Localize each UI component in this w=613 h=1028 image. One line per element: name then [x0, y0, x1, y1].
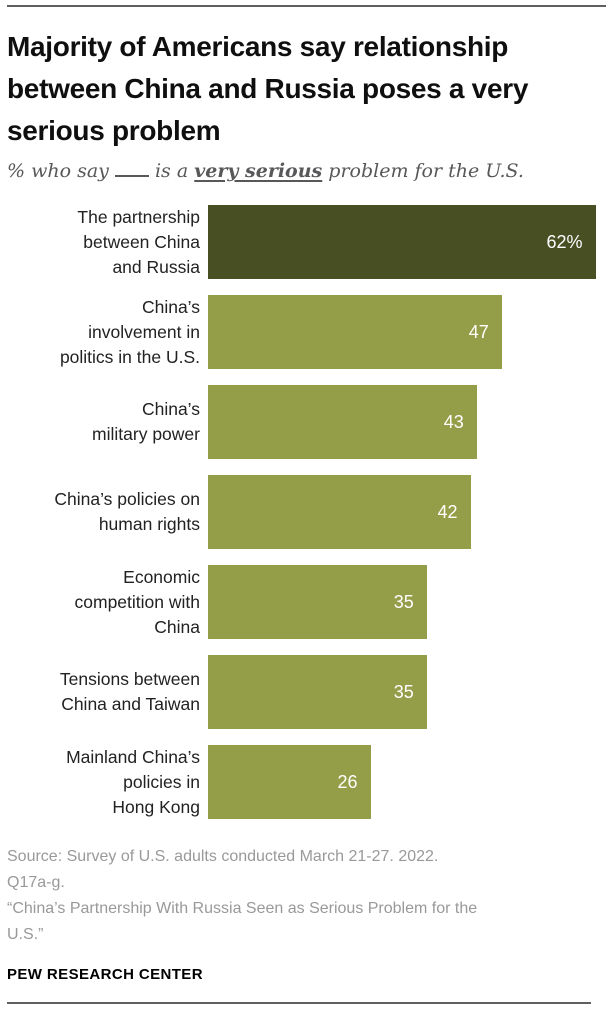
bar: 26 — [208, 745, 371, 819]
category-label: China’s involvement in politics in the U.S… — [7, 295, 200, 369]
source-note: “China’s Partnership With Russia Seen as… — [7, 900, 478, 917]
chart-footer: Source: Survey of U.S. adults conducted … — [7, 844, 606, 983]
category-label-line: involvement in — [88, 321, 200, 342]
source-note: Q17a-g. — [7, 874, 65, 891]
bottom-divider — [7, 1002, 591, 1004]
bar-track: 42 — [208, 475, 606, 549]
category-label-line: and Russia — [112, 256, 200, 277]
bar-value-label: 26 — [337, 771, 358, 792]
category-label-line: Tensions between — [59, 669, 200, 689]
category-label: Tensions between China and Taiwan — [7, 655, 200, 729]
category-label-line: competition with — [74, 591, 200, 612]
bar: 35 — [208, 655, 427, 729]
bar-value-label: 35 — [393, 591, 414, 612]
chart-row: Mainland China’s policies in Hong Kong 26 — [7, 745, 606, 819]
category-label-line: military power — [92, 424, 200, 444]
bar-track: 35 — [208, 565, 606, 639]
bar: 42 — [208, 475, 471, 549]
bar: 62% — [208, 205, 596, 279]
source-note: Source: Survey of U.S. adults conducted … — [7, 848, 439, 865]
bar-value-label: 42 — [437, 501, 458, 522]
chart-row: China’s involvement in politics in the U.S… — [7, 295, 606, 369]
category-label-line: China’s — [141, 296, 200, 317]
chart-row: China’s policies on human rights 42 — [7, 475, 606, 549]
category-label-line: Economic — [123, 566, 200, 587]
chart-row: The partnership between China and Russia 62… — [7, 205, 606, 279]
category-label-line: China — [154, 616, 200, 637]
category-label-line: policies in — [123, 771, 200, 792]
category-label-line: China’s policies on — [54, 489, 200, 509]
chart-row: Tensions between China and Taiwan 35 — [7, 655, 606, 729]
chart-row: Economic competition with China 35 — [7, 565, 606, 639]
bar: 35 — [208, 565, 427, 639]
category-label-line: China and Taiwan — [61, 694, 200, 714]
chart-title: Majority of Americans say relationship b… — [7, 26, 606, 152]
category-label-line: politics in the U.S. — [59, 346, 200, 367]
category-label-line: The partnership — [77, 206, 200, 227]
bar-track: 43 — [208, 385, 606, 459]
top-divider — [7, 5, 606, 7]
subtitle-blank-line — [114, 163, 149, 177]
bar-track: 62% — [208, 205, 606, 279]
title-line: between China and Russia poses a very — [7, 73, 529, 104]
subtitle-prefix: % who say — [7, 160, 109, 182]
chart-row: China’s military power 43 — [7, 385, 606, 459]
chart-subtitle: % who say is a very serious problem for … — [7, 159, 606, 184]
bar-value-label: 43 — [443, 411, 464, 432]
category-label: China’s military power — [7, 385, 200, 459]
title-line: Majority of Americans say relationship — [7, 31, 509, 62]
subtitle-emphasis: very serious — [194, 160, 323, 182]
category-label: The partnership between China and Russia — [7, 205, 200, 279]
bar-track: 47 — [208, 295, 606, 369]
bar: 47 — [208, 295, 502, 369]
category-label-line: between China — [83, 231, 200, 252]
subtitle-middle: is a — [154, 160, 189, 182]
category-label-line: China’s — [141, 399, 200, 419]
category-label-line: human rights — [98, 514, 200, 534]
title-line: serious problem — [7, 115, 221, 146]
category-label: China’s policies on human rights — [7, 475, 200, 549]
bar-value-label: 47 — [468, 321, 489, 342]
category-label: Economic competition with China — [7, 565, 200, 639]
category-label: Mainland China’s policies in Hong Kong — [7, 745, 200, 819]
pew-research-center-wordmark: PEW RESEARCH CENTER — [7, 966, 203, 983]
category-label-line: Mainland China’s — [66, 746, 200, 767]
source-note: U.S.” — [7, 926, 44, 943]
chart-card: Majority of Americans say relationship b… — [0, 5, 613, 1028]
bar-chart: The partnership between China and Russia 62… — [7, 205, 606, 819]
bar-value-label: 35 — [393, 681, 414, 702]
bar-track: 26 — [208, 745, 606, 819]
category-label-line: Hong Kong — [112, 796, 200, 817]
subtitle-suffix: problem for the U.S. — [328, 160, 524, 182]
bar: 43 — [208, 385, 477, 459]
bar-value-label: 62% — [546, 231, 583, 252]
bar-track: 35 — [208, 655, 606, 729]
